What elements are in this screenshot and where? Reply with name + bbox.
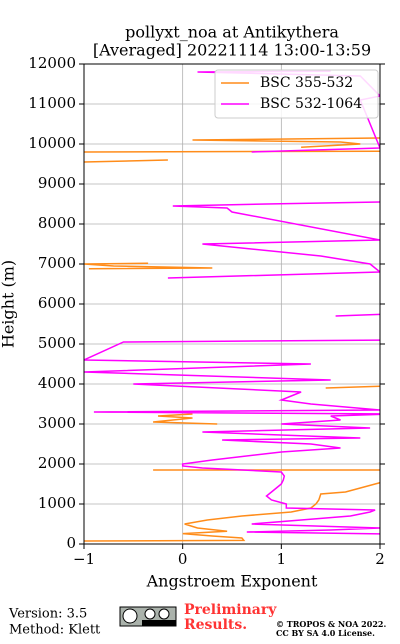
legend-label: BSC 355-532 <box>260 75 353 91</box>
license: CC BY SA 4.0 License. <box>276 628 375 638</box>
x-tick-label: −1 <box>73 550 95 568</box>
y-tick-label: 11000 <box>28 94 76 112</box>
plot-area: BSC 355-532 BSC 532-1064 <box>79 63 385 549</box>
legend-box <box>214 69 379 119</box>
y-tick-label: 9000 <box>38 174 76 192</box>
y-tick-label: 2000 <box>38 454 76 472</box>
y-tick-label: 0 <box>66 534 76 552</box>
y-tick-label: 5000 <box>38 334 76 352</box>
y-tick-label: 10000 <box>28 134 76 152</box>
profile-line <box>84 137 380 542</box>
y-tick-label: 7000 <box>38 254 76 272</box>
legend: BSC 355-532 BSC 532-1064 <box>214 69 379 119</box>
chart-title: pollyxt_noa at Antikythera <box>125 23 339 42</box>
plot-frame <box>83 63 381 545</box>
x-tick-label: 0 <box>178 550 188 568</box>
preliminary: Preliminary <box>184 602 277 618</box>
x-tick-label: 1 <box>277 550 287 568</box>
y-tick-label: 8000 <box>38 214 76 232</box>
chart-subtitle: [Averaged] 20221114 13:00-13:59 <box>93 41 371 60</box>
profile-line <box>84 70 380 535</box>
y-tick-label: 6000 <box>38 294 76 312</box>
x-tick-label: 2 <box>375 550 385 568</box>
y-tick-label: 1000 <box>38 494 76 512</box>
method: Method: Klett <box>9 623 101 638</box>
legend-label: BSC 532-1064 <box>260 96 362 112</box>
y-axis-label: Height (m) <box>0 260 18 348</box>
y-tick-label: 4000 <box>38 374 76 392</box>
copyright: © TROPOS & NOA 2022. <box>276 619 386 629</box>
results: Results. <box>184 617 247 633</box>
x-axis-label: Angstroem Exponent <box>146 572 318 591</box>
cc-badge <box>119 606 177 627</box>
version: Version: 3.5 <box>8 607 87 622</box>
y-tick-label: 3000 <box>38 414 76 432</box>
y-tick-label: 12000 <box>28 54 76 72</box>
